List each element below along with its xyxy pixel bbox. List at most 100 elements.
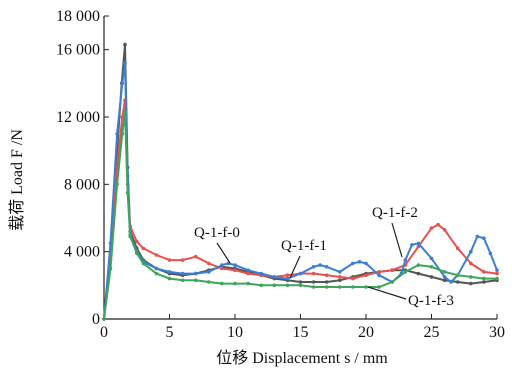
data-point bbox=[482, 270, 486, 274]
data-point bbox=[469, 249, 473, 254]
x-axis-title: 位移 Displacement s / mm bbox=[216, 349, 388, 367]
data-point bbox=[220, 281, 224, 286]
data-point bbox=[108, 266, 113, 271]
data-point bbox=[207, 261, 211, 266]
series-Q-1-f-3 bbox=[102, 110, 499, 321]
series-layer bbox=[102, 42, 499, 321]
series-Q-1-f-0 bbox=[102, 42, 499, 321]
data-point bbox=[123, 110, 127, 114]
data-point bbox=[233, 263, 237, 267]
data-point bbox=[482, 280, 486, 284]
data-point bbox=[123, 61, 127, 65]
data-point bbox=[207, 270, 211, 274]
data-point bbox=[338, 285, 342, 289]
data-point bbox=[311, 265, 316, 269]
data-point bbox=[154, 253, 159, 257]
data-point bbox=[259, 283, 264, 288]
data-point bbox=[246, 268, 250, 273]
data-point bbox=[298, 280, 303, 284]
data-point bbox=[324, 265, 329, 269]
x-tick-label: 15 bbox=[293, 324, 309, 341]
data-point bbox=[298, 271, 303, 276]
data-point bbox=[120, 81, 125, 86]
data-point bbox=[429, 226, 434, 230]
x-tick-label: 20 bbox=[358, 324, 374, 341]
data-point bbox=[351, 261, 355, 266]
data-point bbox=[167, 258, 172, 262]
data-point bbox=[233, 281, 237, 286]
series-Q-1-f-1 bbox=[102, 98, 499, 321]
data-point bbox=[141, 246, 146, 251]
y-tick-label: 0 bbox=[92, 311, 100, 328]
y-axis-title: 载荷 Load F /N bbox=[8, 129, 26, 231]
data-point bbox=[167, 276, 172, 281]
data-point bbox=[416, 241, 421, 246]
data-point bbox=[351, 285, 355, 289]
data-point bbox=[180, 278, 185, 283]
data-point bbox=[220, 266, 224, 271]
y-tick-label: 8 000 bbox=[64, 176, 100, 193]
data-point bbox=[318, 263, 322, 267]
data-point bbox=[141, 261, 146, 266]
data-point bbox=[311, 285, 316, 289]
series-labels: Q-1-f-0 Q-1-f-1 Q-1-f-2 Q-1-f-3 bbox=[194, 205, 454, 309]
data-point bbox=[298, 283, 303, 288]
data-point bbox=[311, 271, 316, 276]
x-tick-label: 30 bbox=[489, 324, 505, 341]
data-point bbox=[338, 275, 342, 279]
data-point bbox=[193, 254, 198, 259]
data-point bbox=[482, 236, 486, 240]
data-point bbox=[272, 275, 277, 279]
x-tick-label: 0 bbox=[100, 324, 108, 341]
data-point bbox=[442, 270, 447, 274]
data-point bbox=[108, 241, 113, 246]
x-tick-label: 5 bbox=[166, 324, 174, 341]
data-point bbox=[123, 42, 127, 47]
data-point bbox=[128, 234, 132, 239]
data-point bbox=[377, 270, 381, 274]
x-tick-label: 10 bbox=[227, 324, 243, 341]
y-tick-label: 4 000 bbox=[64, 244, 100, 261]
series-line bbox=[103, 43, 498, 320]
data-point bbox=[416, 271, 421, 276]
data-point bbox=[410, 243, 414, 247]
data-point bbox=[259, 271, 264, 276]
data-point bbox=[495, 276, 499, 281]
data-point bbox=[324, 285, 329, 289]
data-point bbox=[469, 281, 473, 286]
data-point bbox=[429, 256, 434, 261]
data-point bbox=[495, 271, 499, 276]
series-label: Q-1-f-2 bbox=[372, 205, 418, 221]
data-point bbox=[364, 261, 368, 266]
data-point bbox=[416, 263, 421, 267]
data-point bbox=[120, 132, 125, 136]
data-point bbox=[207, 280, 211, 284]
data-point bbox=[115, 182, 119, 187]
series-label: Q-1-f-3 bbox=[408, 293, 454, 309]
data-point bbox=[102, 317, 106, 321]
data-point bbox=[403, 270, 408, 274]
series-label: Q-1-f-1 bbox=[281, 238, 327, 254]
data-point bbox=[469, 261, 473, 266]
data-point bbox=[285, 283, 290, 288]
data-point bbox=[357, 260, 362, 264]
data-point bbox=[180, 258, 185, 262]
data-point bbox=[429, 265, 434, 269]
data-point bbox=[154, 266, 159, 271]
data-point bbox=[193, 271, 198, 276]
data-point bbox=[364, 285, 368, 289]
data-point bbox=[390, 268, 395, 273]
data-point bbox=[449, 280, 453, 284]
data-point bbox=[455, 280, 460, 284]
data-point bbox=[311, 280, 316, 284]
data-point bbox=[115, 132, 119, 136]
x-tick-label: 25 bbox=[424, 324, 440, 341]
data-point bbox=[338, 278, 342, 283]
data-point bbox=[154, 271, 159, 276]
y-tick-label: 16 000 bbox=[56, 42, 100, 59]
data-point bbox=[442, 228, 447, 232]
data-point bbox=[429, 275, 434, 279]
data-point bbox=[324, 280, 329, 284]
data-point bbox=[377, 285, 381, 289]
